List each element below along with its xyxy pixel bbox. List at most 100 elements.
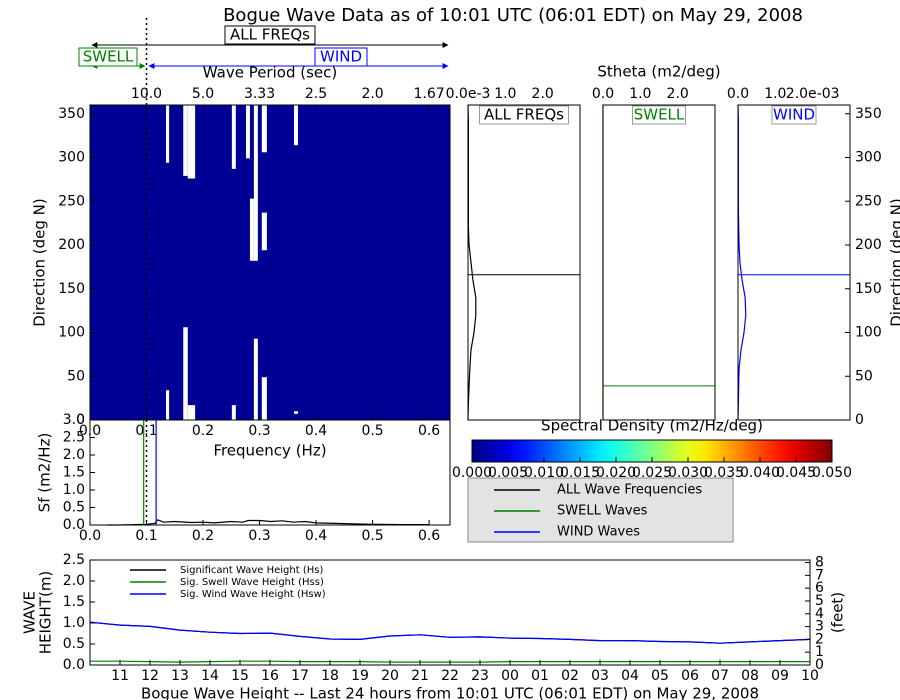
x-tick-label: 0.030 (668, 465, 708, 481)
x2-axis-label: Stheta (m2/deg) (597, 63, 720, 81)
x-tick-label: 10.0 (131, 86, 162, 102)
all-freq-label: ALL FREQs (230, 26, 310, 44)
direction-spectrum (467, 104, 477, 421)
y-tick-label: 0 (76, 412, 85, 428)
x-tick-label: 0.045 (776, 465, 816, 481)
y-tick-label: 0 (855, 412, 864, 428)
x-tick-label: 0.5 (361, 528, 383, 544)
x-tick-label: 23 (471, 668, 489, 684)
axis-label: WAVE (21, 591, 39, 634)
x-tick-label: 0.0e-3 (446, 86, 491, 102)
y-tick-label: 350 (855, 106, 882, 122)
x-tick-label: 16 (261, 668, 279, 684)
y-tick-label: 0.5 (63, 636, 85, 652)
axes-frame (467, 104, 581, 421)
heatmap-cell (294, 105, 298, 146)
heatmap-cell (294, 411, 298, 414)
x-tick-label: 00 (501, 668, 519, 684)
x-tick-label: 0.035 (704, 465, 744, 481)
axis-label: Direction (deg N) (31, 198, 49, 327)
axis-label: (feet) (829, 592, 847, 633)
x-tick-label: 05 (651, 668, 669, 684)
x-tick-label: 0.5 (361, 423, 383, 439)
y-tick-label: 350 (58, 106, 85, 122)
x-tick-label: 0.2 (192, 423, 214, 439)
y-tick-label: 50 (67, 368, 85, 384)
heatmap-cell (245, 105, 250, 159)
y-tick-label: 2.5 (63, 552, 85, 568)
y-tick-label: 0.5 (63, 500, 85, 516)
axes-frame (602, 104, 716, 421)
heatmap-cell (183, 327, 188, 420)
y-tick-label: 2.5 (63, 430, 85, 446)
x-tick-label: 1.0 (764, 86, 786, 102)
axis-label: HEIGHT(m) (37, 571, 55, 655)
x-tick-label: 5.0 (192, 86, 214, 102)
axis-label: Sf (m2/Hz) (36, 433, 54, 513)
x-tick-label: 0.3 (248, 528, 270, 544)
y-tick-label: 2 (815, 631, 824, 647)
x-tick-label: 1.0 (494, 86, 516, 102)
x-tick-label: 17 (291, 668, 309, 684)
panel-label: ALL FREQs (484, 106, 564, 124)
heatmap-cell (183, 105, 188, 176)
y-tick-label: 1 (815, 644, 824, 660)
x-tick-label: 2.0e-03 (786, 86, 840, 102)
x-tick-label: 03 (591, 668, 609, 684)
height-line (89, 621, 811, 644)
y-tick-label: 200 (855, 237, 882, 253)
x-tick-label: 2.0 (667, 86, 689, 102)
heatmap-cell (187, 105, 196, 179)
y-tick-label: 250 (855, 193, 882, 209)
legend-label: ALL Wave Frequencies (557, 483, 702, 498)
figure-title: Bogue Wave Data as of 10:01 UTC (06:01 E… (223, 5, 803, 26)
swell-box (78, 47, 138, 67)
x-tick-label: 0.005 (488, 465, 528, 481)
wind-box (314, 47, 368, 67)
panel-label-box (479, 105, 569, 125)
heatmap-cell (166, 105, 170, 163)
x-axis-label: Bogue Wave Height -- Last 24 hours from … (141, 685, 759, 700)
x-tick-label: 06 (681, 668, 699, 684)
x-tick-label: 2.5 (305, 86, 327, 102)
height-line (89, 621, 811, 644)
x2-axis-label: Wave Period (sec) (203, 64, 337, 82)
x-tick-label: 15 (231, 668, 249, 684)
y-tick-label: 1.0 (63, 482, 85, 498)
x-tick-label: 0.1 (135, 528, 157, 544)
x-tick-label: 0.6 (418, 528, 440, 544)
direction-spectrum (737, 104, 747, 421)
y-tick-label: 2.0 (63, 447, 85, 463)
legend-label: SWELL Waves (557, 504, 648, 519)
y-tick-label: 3 (815, 619, 824, 635)
x-tick-label: 18 (321, 668, 339, 684)
y-tick-label: 150 (855, 281, 882, 297)
x-tick-label: 0.050 (812, 465, 852, 481)
heatmap-cell (261, 212, 267, 251)
y-tick-label: 300 (855, 150, 882, 166)
y-tick-label: 4 (815, 606, 824, 622)
x-tick-label: 08 (741, 668, 759, 684)
panel-label: SWELL (634, 106, 685, 124)
heatmap-cell (253, 338, 258, 420)
x-tick-label: 20 (381, 668, 399, 684)
x-tick-label: 0.010 (524, 465, 564, 481)
y-tick-label: 200 (58, 237, 85, 253)
legend-label: WIND Waves (557, 525, 640, 540)
x-tick-label: 0.2 (192, 528, 214, 544)
heatmap-cell (231, 105, 236, 169)
heatmap-cell (231, 405, 236, 420)
x-tick-label: 11 (111, 668, 129, 684)
x-tick-label: 22 (441, 668, 459, 684)
x-axis-label: Frequency (Hz) (213, 442, 326, 460)
spectrum-line (107, 519, 430, 526)
colorbar-title: Spectral Density (m2/Hz/deg) (541, 417, 763, 435)
legend-label: Sig. Swell Wave Height (Hss) (180, 577, 324, 588)
panel-label-box (771, 105, 817, 125)
y-tick-label: 1.5 (63, 465, 85, 481)
heatmap-cell (261, 105, 267, 153)
x-tick-label: 12 (141, 668, 159, 684)
x-tick-label: 07 (711, 668, 729, 684)
heatmap-cell (166, 390, 170, 420)
x-tick-label: 0.4 (305, 528, 327, 544)
